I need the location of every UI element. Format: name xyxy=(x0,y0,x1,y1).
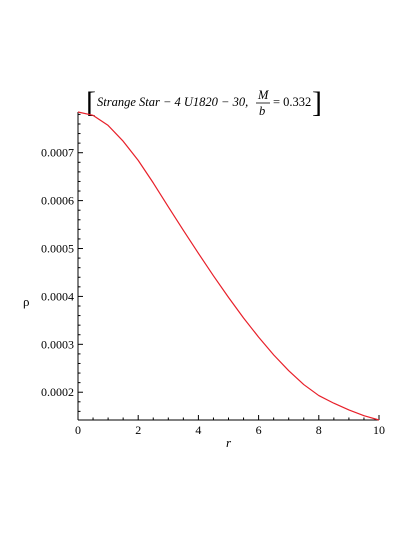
x-axis-ticks: 0 2 4 6 8 10 xyxy=(75,415,385,437)
title-fraction-numerator: M xyxy=(257,88,269,102)
x-axis-label: r xyxy=(226,435,232,450)
chart-title: [ Strange Star − 4 U1820 − 30, M b = 0.3… xyxy=(86,86,322,119)
title-main: Strange Star − 4 U1820 − 30, xyxy=(97,95,248,109)
y-tick-label: 0.0003 xyxy=(41,337,74,351)
y-tick-label: 0.0005 xyxy=(41,242,74,256)
density-curve xyxy=(77,111,380,421)
y-tick-label: 0.0006 xyxy=(41,194,74,208)
x-tick-label: 4 xyxy=(195,423,201,437)
x-tick-label: 0 xyxy=(75,423,81,437)
title-fraction-denominator: b xyxy=(259,104,265,118)
title-tail: = 0.332 xyxy=(273,95,311,109)
y-axis-ticks: 0.0002 0.0003 0.0004 0.0005 0.0006 0.0007 xyxy=(41,113,83,412)
x-tick-label: 6 xyxy=(256,423,262,437)
y-tick-label: 0.0002 xyxy=(41,385,74,399)
title-bracket-right: ] xyxy=(312,86,322,119)
title-bracket-left: [ xyxy=(86,86,96,119)
y-tick-label: 0.0007 xyxy=(41,146,74,160)
x-tick-label: 8 xyxy=(316,423,322,437)
series-layer xyxy=(77,111,380,421)
y-axis-label: ρ xyxy=(23,294,30,309)
x-tick-label: 10 xyxy=(373,423,385,437)
y-tick-label: 0.0004 xyxy=(41,289,74,303)
x-tick-label: 2 xyxy=(135,423,141,437)
